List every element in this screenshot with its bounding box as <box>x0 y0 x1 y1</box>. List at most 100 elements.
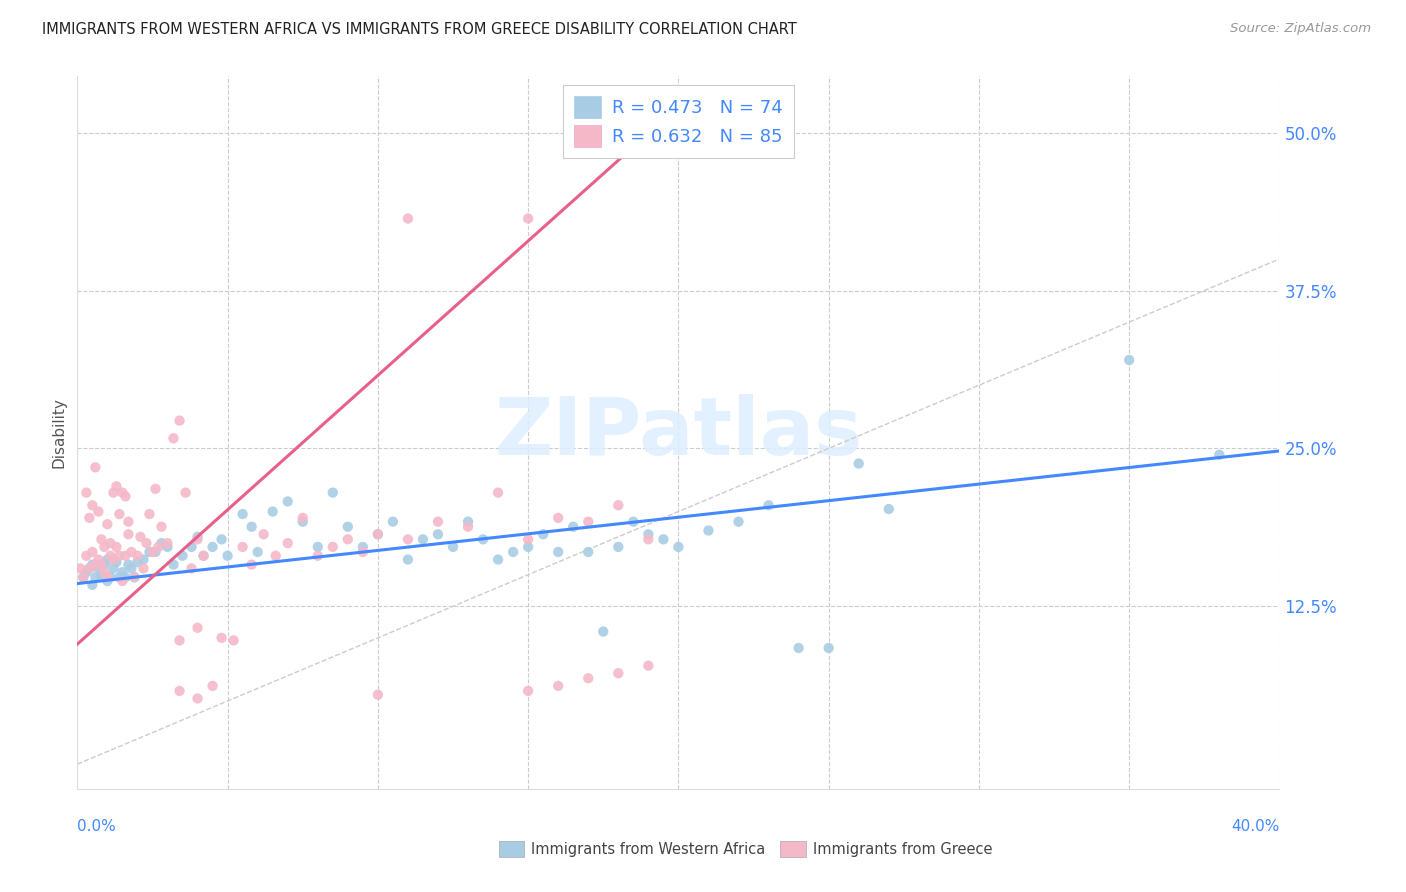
Point <box>145 482 167 496</box>
Text: Source: ZipAtlas.com: Source: ZipAtlas.com <box>1230 22 1371 36</box>
Point <box>637 658 659 673</box>
Point <box>637 533 659 547</box>
Point <box>180 561 202 575</box>
Point <box>75 485 97 500</box>
Point <box>877 502 900 516</box>
Point <box>103 552 125 566</box>
Point <box>607 540 630 554</box>
Point <box>114 549 136 563</box>
Point <box>1208 448 1230 462</box>
Point <box>172 549 194 563</box>
Point <box>93 540 115 554</box>
Point <box>322 540 344 554</box>
Point <box>135 536 157 550</box>
Point <box>79 561 101 575</box>
Point <box>1118 353 1140 368</box>
Point <box>93 558 115 572</box>
Point <box>472 533 495 547</box>
Point <box>96 552 118 566</box>
Point <box>427 527 450 541</box>
Point <box>138 545 160 559</box>
Point <box>87 552 110 566</box>
Point <box>87 561 110 575</box>
Point <box>132 552 155 566</box>
Point <box>120 545 142 559</box>
Point <box>108 570 131 584</box>
Point <box>253 527 276 541</box>
Point <box>412 533 434 547</box>
Point <box>240 519 263 533</box>
Point <box>336 519 359 533</box>
Point <box>502 545 524 559</box>
Point <box>174 485 197 500</box>
Point <box>517 211 540 226</box>
Point <box>211 533 233 547</box>
Point <box>352 540 374 554</box>
Point <box>547 545 569 559</box>
Point <box>517 540 540 554</box>
Point <box>396 211 419 226</box>
Point <box>441 540 464 554</box>
Text: Immigrants from Western Africa: Immigrants from Western Africa <box>531 842 766 856</box>
Point <box>396 533 419 547</box>
Point <box>517 684 540 698</box>
Point <box>84 570 107 584</box>
Point <box>156 536 179 550</box>
Point <box>758 498 780 512</box>
Point <box>576 671 599 685</box>
Point <box>381 515 404 529</box>
Point <box>103 485 125 500</box>
Point <box>100 536 122 550</box>
Point <box>246 545 269 559</box>
Point <box>145 545 167 559</box>
Point <box>96 517 118 532</box>
Point <box>186 533 209 547</box>
Point <box>84 460 107 475</box>
Point <box>82 558 104 572</box>
Point <box>72 570 94 584</box>
Point <box>396 552 419 566</box>
Point <box>169 633 191 648</box>
Point <box>322 485 344 500</box>
Point <box>367 527 389 541</box>
Point <box>562 519 585 533</box>
Point <box>240 558 263 572</box>
Point <box>169 414 191 428</box>
Point <box>262 504 284 518</box>
Point <box>201 540 224 554</box>
Point <box>82 545 104 559</box>
Point <box>90 567 112 582</box>
Point <box>367 688 389 702</box>
Point <box>427 515 450 529</box>
Point <box>150 519 173 533</box>
Point <box>193 549 215 563</box>
Point <box>69 561 91 575</box>
Point <box>592 624 614 639</box>
Legend: R = 0.473   N = 74, R = 0.632   N = 85: R = 0.473 N = 74, R = 0.632 N = 85 <box>564 85 793 158</box>
Point <box>576 515 599 529</box>
Point <box>367 527 389 541</box>
Point <box>72 570 94 584</box>
Point <box>232 507 254 521</box>
Point <box>114 490 136 504</box>
Point <box>105 540 128 554</box>
Point <box>652 533 675 547</box>
Point <box>186 530 209 544</box>
Point <box>117 515 139 529</box>
Point <box>87 504 110 518</box>
Point <box>117 558 139 572</box>
Point <box>90 533 112 547</box>
Point <box>90 558 112 572</box>
Point <box>727 515 749 529</box>
Point <box>108 549 131 563</box>
Point <box>150 536 173 550</box>
Point <box>127 549 149 563</box>
Point <box>787 640 810 655</box>
Point <box>264 549 287 563</box>
Point <box>129 530 152 544</box>
Point <box>127 555 149 569</box>
Point <box>457 515 479 529</box>
Point <box>621 515 644 529</box>
Point <box>486 552 509 566</box>
Point <box>105 479 128 493</box>
